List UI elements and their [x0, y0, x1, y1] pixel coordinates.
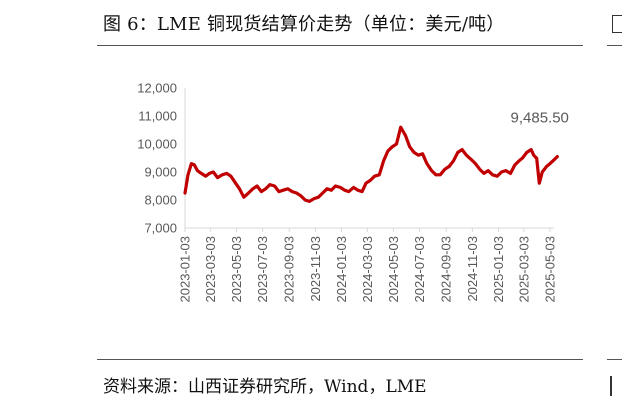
source-note: 资料来源：山西证券研究所，Wind，LME [103, 377, 427, 397]
y-tick-label: 12,000 [137, 81, 177, 96]
x-tick-label: 2024-05-03 [386, 236, 401, 303]
y-tick-label: 11,000 [138, 109, 177, 124]
title-rule [97, 45, 583, 46]
x-tick-label: 2025-05-03 [543, 236, 558, 303]
x-tick-label: 2023-03-03 [203, 236, 218, 302]
adjacent-figure-edge-glyph [612, 15, 622, 33]
x-tick-label: 2024-09-03 [439, 236, 454, 303]
x-tick-labels: 2023-01-03 2023-03-03 2023-05-03 2023-07-03… [178, 228, 558, 303]
source-rule [97, 359, 583, 360]
last-value-annotation: 9,485.50 [511, 109, 569, 126]
x-tick-label: 2023-09-03 [282, 236, 297, 303]
x-tick-label: 2023-11-03 [308, 236, 323, 302]
y-tick-labels: 7,000 8,000 9,000 10,000 11,000 12,000 [137, 81, 177, 236]
x-tick-label: 2024-03-03 [360, 236, 375, 303]
x-tick-label: 2023-07-03 [255, 236, 270, 303]
series-line-lme-copper [183, 125, 559, 203]
adjacent-figure-edge-glyph-bottom [610, 376, 622, 396]
x-tick-label: 2024-11-03 [465, 236, 480, 302]
y-tick-label: 10,000 [137, 137, 177, 152]
figure-title: 图 6：LME 铜现货结算价走势（单位：美元/吨） [103, 14, 505, 35]
x-tick-label: 2024-07-03 [412, 236, 427, 303]
x-tick-label: 2023-01-03 [178, 236, 193, 303]
x-tick-label: 2025-03-03 [516, 236, 531, 303]
y-tick-label: 7,000 [144, 221, 177, 236]
y-tick-label: 9,000 [144, 165, 177, 180]
adjacent-figure-rule-bottom [607, 359, 622, 360]
x-tick-label: 2025-01-03 [491, 236, 506, 303]
x-tick-label: 2024-01-03 [334, 236, 349, 303]
x-tick-label: 2023-05-03 [229, 236, 244, 302]
adjacent-figure-rule-top [607, 45, 622, 46]
y-tick-label: 8,000 [144, 193, 177, 208]
